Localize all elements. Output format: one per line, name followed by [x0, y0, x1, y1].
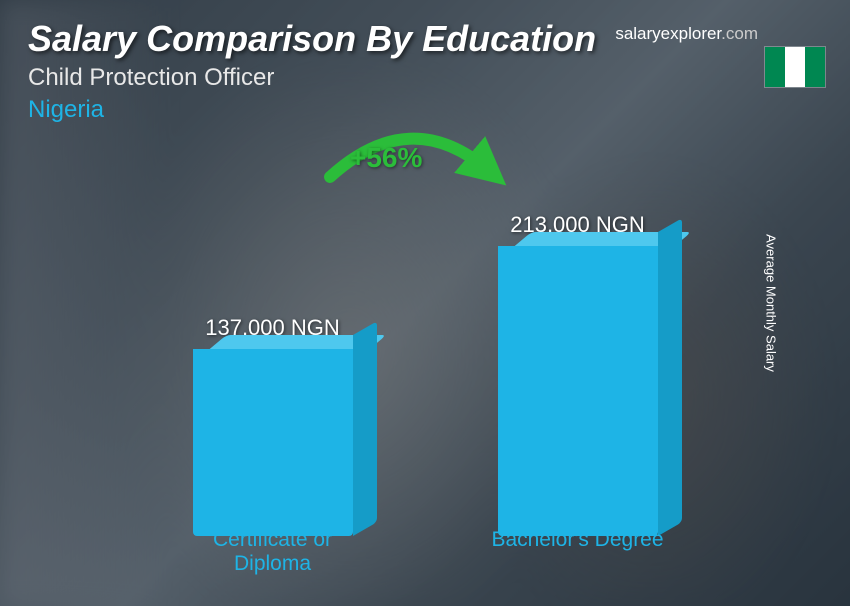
- country-label: Nigeria: [28, 96, 104, 124]
- bar-side-face: [353, 321, 377, 536]
- xlabels-container: Certificate or Diploma Bachelor's Degree: [120, 528, 730, 576]
- flag-stripe-1: [765, 47, 785, 87]
- xaxis-label: Certificate or Diploma: [173, 528, 373, 576]
- chart-area: 137,000 NGN 213,000 NGN Certificate or Di…: [0, 130, 810, 586]
- chart-title: Salary Comparison By Education: [28, 18, 596, 60]
- bar-front-face: [498, 246, 658, 536]
- flag-stripe-2: [785, 47, 805, 87]
- bar-side-face: [658, 218, 682, 536]
- flag-icon: [764, 46, 826, 88]
- xaxis-label: Bachelor's Degree: [478, 528, 678, 576]
- chart-subtitle: Child Protection Officer: [28, 64, 274, 92]
- bar-front-face: [193, 349, 353, 536]
- content-wrap: Salary Comparison By Education Child Pro…: [0, 0, 850, 606]
- bars-container: 137,000 NGN 213,000 NGN: [120, 130, 730, 536]
- bar-3d: [498, 246, 658, 536]
- bar-group: 137,000 NGN: [193, 315, 353, 536]
- brand-logo: salaryexplorer.com: [615, 24, 758, 44]
- brand-main: salaryexplorer: [615, 24, 721, 43]
- bar-group: 213,000 NGN: [498, 212, 658, 536]
- flag-stripe-3: [805, 47, 825, 87]
- brand-suffix: .com: [721, 24, 758, 43]
- bar-3d: [193, 349, 353, 536]
